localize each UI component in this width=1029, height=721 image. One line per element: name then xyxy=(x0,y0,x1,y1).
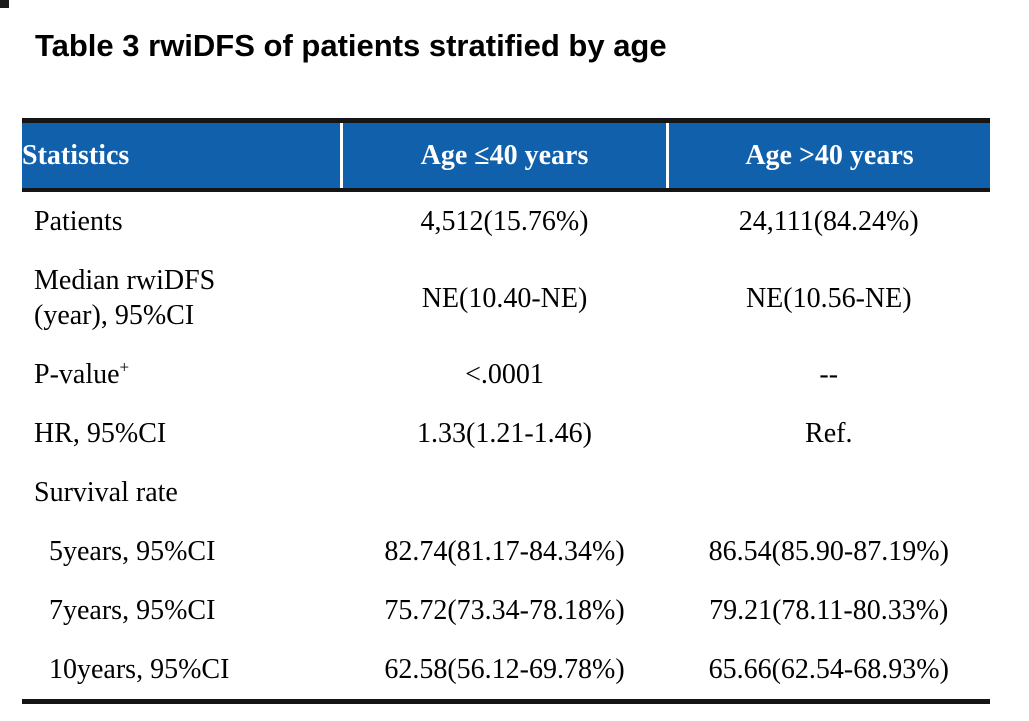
row-survival-rate: Survival rate xyxy=(22,463,990,522)
cell-value: -- xyxy=(819,359,839,390)
row-patients: Patients 4,512(15.76%) 24,111(84.24%) xyxy=(22,190,990,251)
cell-value: 1.33(1.21-1.46) xyxy=(417,418,592,449)
cell-value: Ref. xyxy=(805,418,853,449)
row-label: P-value+ xyxy=(22,345,342,404)
cell-value: 4,512(15.76%) xyxy=(420,206,589,237)
row-7-years: 7years, 95%CI 75.72(73.34-78.18%) 79.21(… xyxy=(22,581,990,640)
corner-artifact xyxy=(0,0,9,8)
table-body: Patients 4,512(15.76%) 24,111(84.24%) Me… xyxy=(22,190,990,704)
row-label: 5years, 95%CI xyxy=(22,522,342,581)
row-label-superscript: + xyxy=(119,357,130,377)
cell-value: 79.21(78.11-80.33%) xyxy=(709,595,949,626)
row-label: 7years, 95%CI xyxy=(22,581,342,640)
row-10-years: 10years, 95%CI 62.58(56.12-69.78%) 65.66… xyxy=(22,640,990,704)
row-label-text: P-value xyxy=(34,359,120,390)
row-label-text: 10years, 95%CI xyxy=(49,654,230,685)
cell-value: 62.58(56.12-69.78%) xyxy=(341,640,668,704)
row-label: Patients xyxy=(22,190,342,251)
row-5-years: 5years, 95%CI 82.74(81.17-84.34%) 86.54(… xyxy=(22,522,990,581)
row-label: Survival rate xyxy=(22,463,342,522)
table-title: Table 3 rwiDFS of patients stratified by… xyxy=(35,28,667,63)
cell-value: 82.74(81.17-84.34%) xyxy=(384,536,625,567)
col-header-age-le-40: Age ≤40 years xyxy=(340,118,668,192)
row-label-text: 5years, 95%CI xyxy=(49,536,216,567)
cell-value: 86.54(85.90-87.19%) xyxy=(708,536,949,567)
col-header-age-gt-40: Age >40 years xyxy=(666,118,990,192)
row-label-text: HR, 95%CI xyxy=(34,418,167,449)
row-label: HR, 95%CI xyxy=(22,404,342,463)
cell-value xyxy=(342,463,668,522)
row-median-rwidfs: Median rwiDFS (year), 95%CI NE(10.40-NE)… xyxy=(22,251,990,345)
cell-value: <.0001 xyxy=(465,359,544,390)
row-label-text: Survival rate xyxy=(34,477,178,508)
col-header-statistics: Statistics xyxy=(22,118,342,192)
table-header: Statistics Age ≤40 years Age >40 years xyxy=(22,118,990,192)
row-label-line2: (year), 95%CI xyxy=(34,300,195,331)
row-hr: HR, 95%CI 1.33(1.21-1.46) Ref. xyxy=(22,404,990,463)
row-label: Median rwiDFS (year), 95%CI xyxy=(22,251,342,345)
cell-value: NE(10.40-NE) xyxy=(421,282,588,314)
cell-value: 24,111(84.24%) xyxy=(738,206,919,237)
rwidfs-table: Statistics Age ≤40 years Age >40 years P… xyxy=(22,118,990,704)
row-label-text: Patients xyxy=(34,206,123,237)
cell-value: 75.72(73.34-78.18%) xyxy=(384,595,625,626)
row-label: 10years, 95%CI xyxy=(22,640,342,704)
cell-value: NE(10.56-NE) xyxy=(745,282,912,314)
row-p-value: P-value+ <.0001 -- xyxy=(22,345,990,404)
row-label-line1: Median rwiDFS xyxy=(34,265,216,296)
cell-value: 65.66(62.54-68.93%) xyxy=(667,640,990,704)
cell-value xyxy=(668,463,991,522)
row-label-text: 7years, 95%CI xyxy=(49,595,216,626)
header-row: Statistics Age ≤40 years Age >40 years xyxy=(22,118,990,192)
